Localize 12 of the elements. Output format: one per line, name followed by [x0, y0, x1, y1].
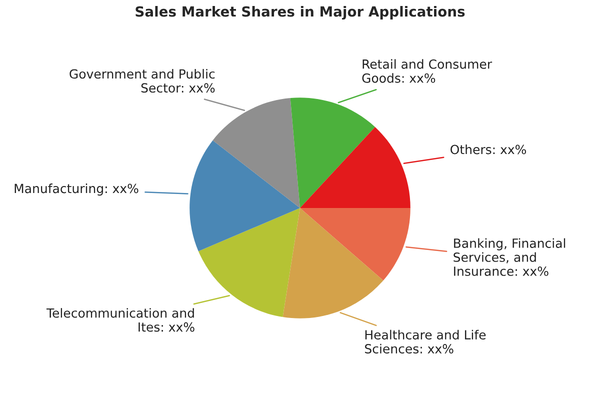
- slice-label: Healthcare and Life Sciences: xx%: [365, 330, 486, 354]
- pie-slice: [300, 127, 410, 208]
- pie-slice: [190, 140, 300, 252]
- pie-slice: [198, 208, 300, 318]
- chart-title: Sales Market Shares in Major Applications: [136, 6, 465, 20]
- slice-label: Banking, Financial Services, and Insurance: xx%: [454, 238, 566, 276]
- slice-label: Manufacturing: xx%: [14, 184, 138, 196]
- pie-slice: [300, 208, 410, 280]
- slice-label: Telecommunication and Ites: xx%: [46, 308, 194, 332]
- slice-label: Retail and Consumer Goods: xx%: [362, 59, 492, 83]
- slice-label: Others: xx%: [450, 144, 526, 154]
- slice-label: Government and Public Sector: xx%: [70, 68, 215, 93]
